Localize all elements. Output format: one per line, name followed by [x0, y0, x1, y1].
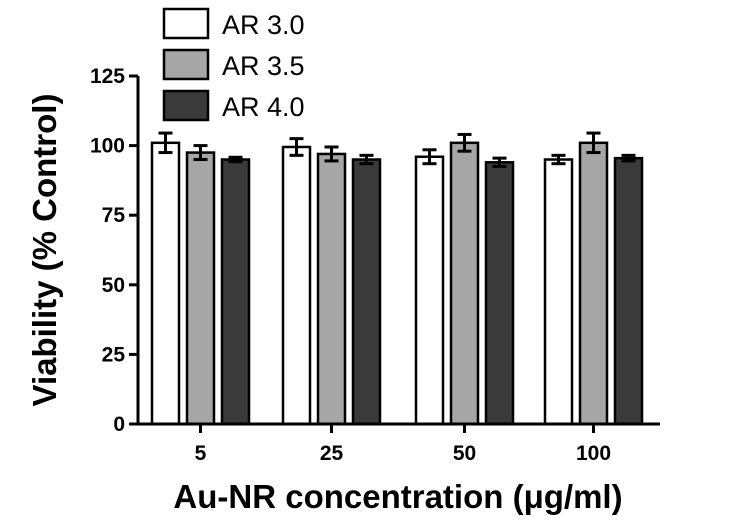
legend: AR 3.0 AR 3.5 AR 4.0 — [162, 7, 305, 122]
bar-ar-3-5-5 — [185, 151, 216, 426]
y-tick-label: 75 — [102, 204, 126, 227]
legend-label: AR 3.0 — [222, 10, 305, 40]
bar-ar-4-0-25 — [351, 158, 382, 426]
y-tick-label: 50 — [102, 274, 125, 297]
bar-ar-3-5-100 — [578, 141, 609, 426]
x-ticks: 5 25 50 100 — [195, 424, 611, 465]
bar-ar-3-0-50 — [414, 155, 445, 426]
y-tick-label: 0 — [113, 413, 125, 436]
bar-ar-3-0-100 — [543, 158, 574, 426]
x-tick-label: 25 — [320, 442, 344, 465]
bar-ar-3-5-25 — [316, 152, 347, 426]
bar-ar-3-0-5 — [150, 141, 181, 426]
legend-swatch — [162, 7, 210, 40]
bar-ar-4-0-5 — [220, 158, 251, 426]
x-axis-title: Au-NR concentration (μg/ml) — [173, 478, 622, 515]
legend-label: AR 3.5 — [222, 51, 305, 81]
x-tick-label: 5 — [195, 442, 207, 465]
y-tick-label: 100 — [90, 135, 125, 158]
legend-swatch — [162, 48, 210, 81]
y-axis-title: Viability (% Control) — [26, 94, 63, 407]
bar-ar-3-0-25 — [281, 145, 312, 426]
y-ticks: 0 25 50 75 100 125 — [90, 65, 138, 436]
legend-swatch — [162, 89, 210, 122]
legend-label: AR 4.0 — [222, 92, 305, 122]
bar-ar-4-0-50 — [484, 161, 515, 426]
x-tick-label: 50 — [453, 442, 476, 465]
x-tick-label: 100 — [576, 442, 611, 465]
bar-ar-4-0-100 — [613, 156, 644, 426]
y-tick-label: 25 — [102, 343, 126, 366]
bar-ar-3-5-50 — [449, 141, 480, 426]
y-tick-label: 125 — [90, 65, 125, 88]
axes — [136, 76, 660, 426]
bars — [150, 131, 644, 426]
